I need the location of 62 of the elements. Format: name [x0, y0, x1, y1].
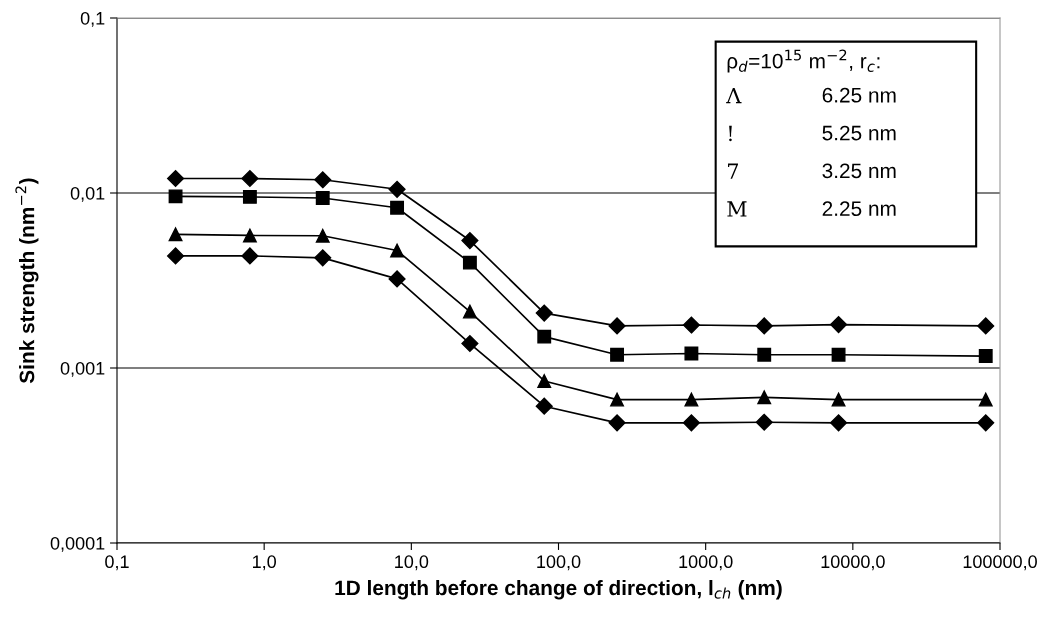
point [461, 334, 479, 353]
annotation: 6.25 nm [822, 87, 896, 103]
point [684, 346, 699, 361]
point [755, 317, 773, 335]
point [388, 180, 406, 198]
point [314, 171, 332, 189]
x-tick-label: 0,1 [105, 555, 129, 571]
point [537, 329, 552, 344]
point [682, 316, 700, 334]
point [241, 247, 259, 265]
point [462, 255, 477, 270]
point [608, 317, 626, 335]
text: ρ$_{d}$=10$^{15}$ m$^{−2}$, r$_{c}$: [727, 49, 880, 73]
point [537, 374, 552, 388]
point [830, 316, 848, 334]
x-tick-label: 100000,0 [963, 555, 1037, 571]
y-axis-title: Sink strength (nm$^{−2}$) [15, 178, 39, 384]
point [390, 243, 405, 258]
point [608, 414, 626, 432]
annotation: M [727, 201, 747, 217]
annotation: 2.25 nm [822, 201, 896, 216]
x-tick-label: 1,0 [252, 555, 277, 571]
point [831, 392, 846, 407]
point [241, 169, 259, 188]
annotation: Λ [726, 87, 742, 104]
y-tick-label: 0,01 [70, 186, 105, 202]
point [757, 390, 772, 405]
x-tick-label: 1000,0 [679, 555, 733, 571]
point [610, 347, 625, 362]
point [830, 414, 848, 432]
point [831, 347, 846, 362]
point [315, 191, 330, 205]
point [315, 228, 330, 243]
point [242, 189, 257, 204]
annotation: 3.25 nm [822, 163, 896, 179]
y-tick-label: 0,001 [60, 361, 105, 377]
point [535, 397, 553, 415]
point [388, 270, 406, 288]
y-tick-label: 0,0001 [50, 536, 105, 552]
annotation: 7 [728, 163, 739, 179]
x-tick-label: 10000,0 [821, 555, 885, 571]
x-tick-label: 100,0 [537, 555, 581, 571]
x-tick-label: 10,0 [395, 555, 429, 571]
point [168, 227, 183, 242]
point [684, 392, 699, 407]
annotation: ! [729, 125, 732, 142]
point [168, 189, 183, 204]
point [610, 392, 625, 407]
point [757, 347, 772, 362]
x-axis-title: 1D length before change of direction, l$_{ch}$ (nm) [335, 579, 782, 600]
y-tick-label: 0,1 [80, 11, 105, 27]
point [682, 414, 700, 432]
point [167, 169, 185, 188]
point [242, 228, 257, 243]
point [755, 413, 773, 431]
point [535, 304, 553, 322]
annotation: 5.25 nm [822, 125, 896, 141]
point [462, 304, 477, 319]
point [390, 200, 405, 215]
point [461, 231, 479, 250]
point [167, 247, 185, 265]
point [314, 249, 332, 267]
